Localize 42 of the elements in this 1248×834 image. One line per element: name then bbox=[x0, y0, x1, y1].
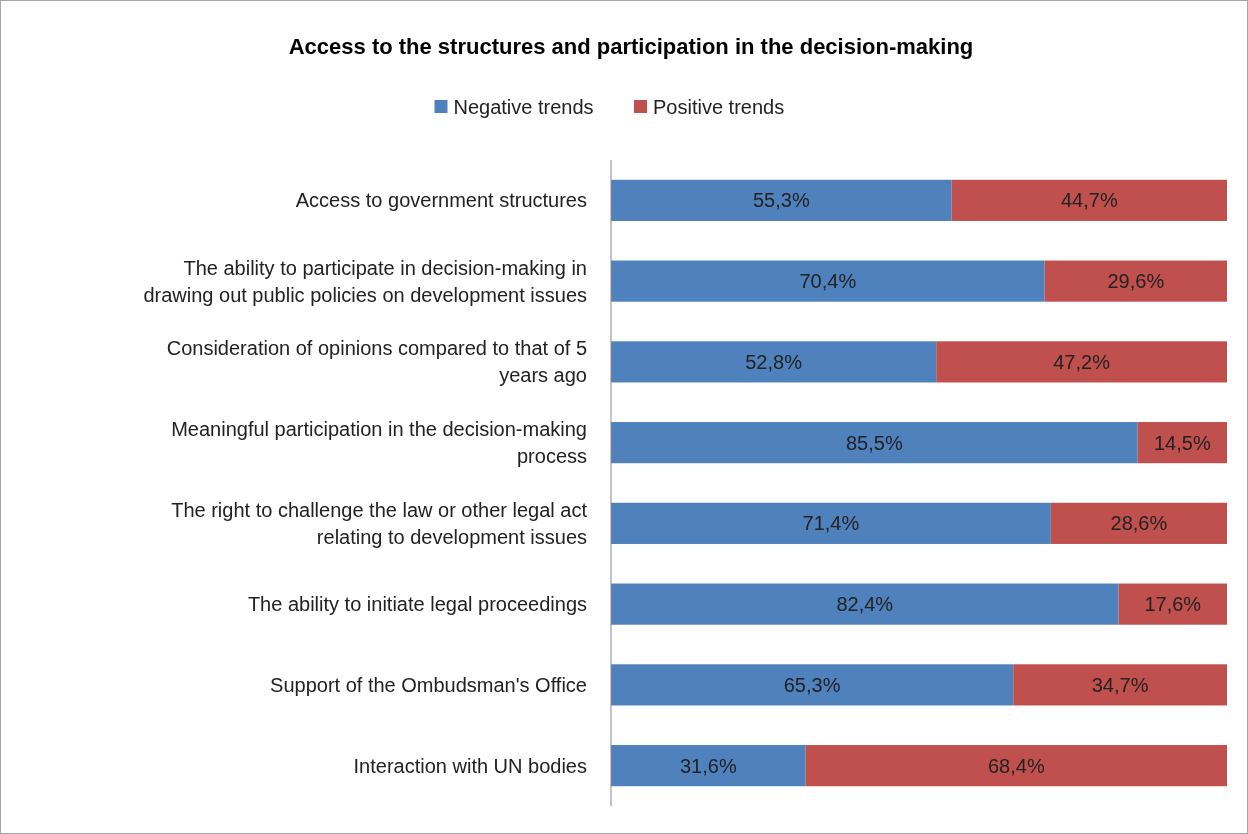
legend-label: Negative trends bbox=[453, 96, 594, 118]
y-tick-label: The ability to initiate legal proceedings bbox=[247, 593, 587, 616]
chart-title: Access to the structures and participation in the decision-making bbox=[288, 34, 974, 59]
y-tick-label: The right to challenge the law or other legal act relating to development issues bbox=[171, 498, 588, 548]
data-label: 34,7% bbox=[1091, 673, 1149, 696]
bar bbox=[805, 745, 1227, 787]
bar bbox=[611, 745, 806, 787]
data-label: 52,8% bbox=[745, 350, 803, 373]
bar bbox=[611, 341, 937, 383]
data-label: 65,3% bbox=[783, 673, 841, 696]
bar bbox=[611, 502, 1051, 544]
bar bbox=[611, 179, 952, 221]
data-label: 31,6% bbox=[679, 754, 737, 777]
data-label: 47,2% bbox=[1053, 350, 1111, 373]
bar bbox=[951, 179, 1227, 221]
bar bbox=[1044, 260, 1227, 302]
data-label: 14,5% bbox=[1153, 431, 1211, 454]
data-label: 28,6% bbox=[1110, 512, 1168, 535]
y-tick-label: Consideration of opinions compared to that of 5 years ago bbox=[166, 337, 587, 387]
bar bbox=[1050, 502, 1227, 544]
y-tick-label: Access to government structures bbox=[295, 189, 587, 212]
data-label: 82,4% bbox=[836, 593, 894, 616]
data-label: 55,3% bbox=[752, 189, 810, 212]
y-tick-label: Interaction with UN bodies bbox=[353, 754, 587, 777]
data-label: 71,4% bbox=[802, 512, 860, 535]
bar bbox=[611, 583, 1119, 625]
y-tick-label: Support of the Ombudsman's Office bbox=[270, 673, 587, 696]
data-label: 85,5% bbox=[845, 431, 903, 454]
y-tick-label: The ability to participate in decision-making in drawing out public policies on development issues bbox=[143, 256, 587, 306]
data-label: 17,6% bbox=[1144, 593, 1202, 616]
bar bbox=[936, 341, 1227, 383]
bar bbox=[611, 422, 1138, 464]
y-tick-label: Meaningful participation in the decision-making process bbox=[171, 418, 587, 468]
bar bbox=[1118, 583, 1227, 625]
data-label: 70,4% bbox=[799, 270, 857, 293]
data-label: 44,7% bbox=[1060, 189, 1118, 212]
bar bbox=[1013, 664, 1227, 706]
bar bbox=[611, 260, 1045, 302]
bar bbox=[611, 664, 1014, 706]
legend-label: Positive trends bbox=[653, 96, 785, 118]
data-label: 29,6% bbox=[1107, 270, 1165, 293]
data-label: 68,4% bbox=[987, 754, 1045, 777]
